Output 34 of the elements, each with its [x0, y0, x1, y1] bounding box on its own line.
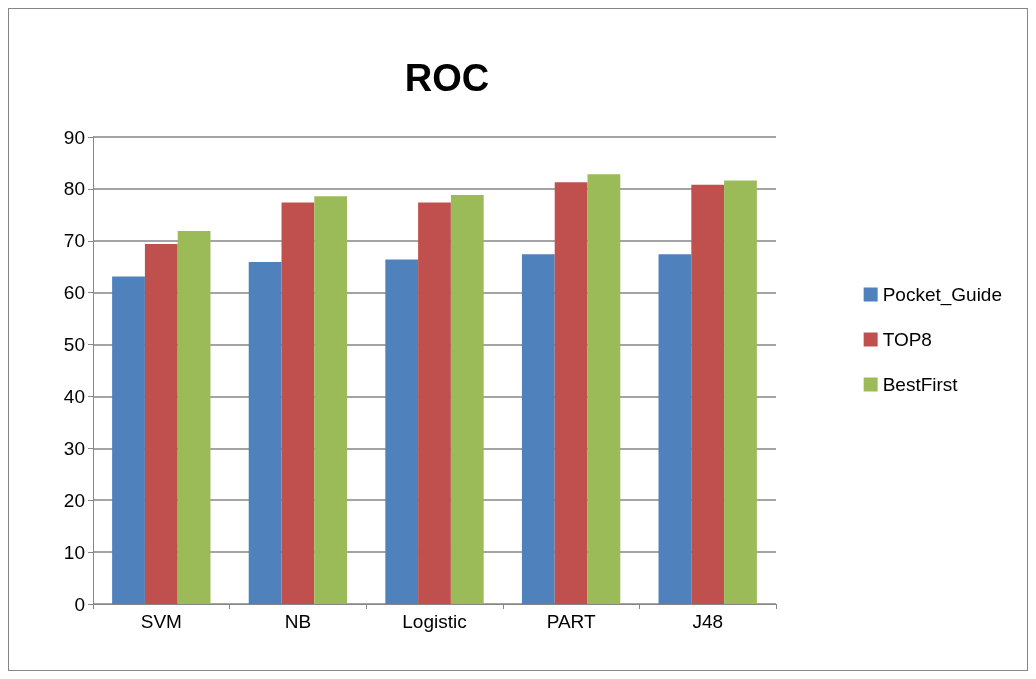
bar: [248, 262, 282, 604]
bar: [554, 182, 588, 604]
legend-label: TOP8: [882, 329, 932, 350]
bar: [450, 195, 484, 604]
y-tick-label: 0: [74, 593, 85, 615]
y-tick-label: 30: [63, 437, 85, 459]
y-tick-label: 10: [63, 541, 85, 563]
bar: [587, 174, 621, 604]
bar: [314, 196, 348, 604]
y-tick-label: 80: [63, 178, 85, 200]
bar: [521, 254, 555, 604]
bar: [385, 259, 419, 604]
x-tick-label: NB: [284, 611, 312, 632]
bar: [281, 202, 315, 604]
legend-label: Pocket_Guide: [882, 284, 1003, 306]
bar: [144, 243, 178, 604]
bar: [112, 276, 145, 604]
chart-title: ROC: [404, 57, 490, 99]
x-tick-label: PART: [546, 611, 596, 632]
y-tick-label: 40: [63, 385, 85, 407]
x-tick-label: Logistic: [402, 611, 467, 632]
bar: [724, 180, 757, 604]
bar: [658, 254, 692, 604]
y-tick-label: 70: [63, 230, 85, 252]
x-tick-label: SVM: [140, 611, 182, 632]
x-tick-label: J48: [692, 611, 724, 632]
bar: [418, 202, 451, 604]
y-tick-label: 20: [63, 489, 85, 511]
bar: [177, 230, 211, 604]
bar: [691, 184, 725, 604]
y-tick-label: 50: [63, 334, 85, 356]
legend-label: BestFirst: [882, 374, 959, 395]
y-tick-label: 60: [63, 282, 85, 304]
y-tick-label: 90: [63, 126, 85, 148]
